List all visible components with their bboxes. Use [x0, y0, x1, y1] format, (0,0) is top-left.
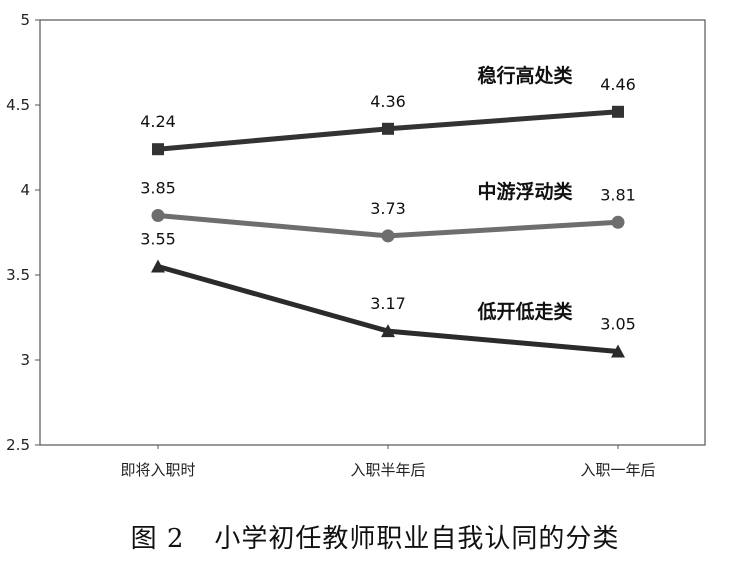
- data-label: 3.17: [370, 294, 406, 313]
- data-point-triangle: [151, 259, 165, 273]
- data-point-square: [152, 143, 164, 156]
- x-tick-label: 入职半年后: [350, 461, 425, 479]
- data-point-circle: [611, 215, 625, 229]
- data-point-square: [382, 122, 394, 135]
- figure-title: 小学初任教师职业自我认同的分类: [214, 524, 620, 554]
- y-tick-label: 4: [20, 181, 30, 199]
- series-name-label: 稳行高处类: [477, 64, 572, 87]
- data-point-triangle: [381, 324, 395, 338]
- data-label: 3.73: [370, 199, 406, 218]
- chart-canvas: 2.5 3 3.5 4 4.5 5 即将入职时 入职半年后 入职一年后 4.24 4.36 4.46 稳…: [6, 11, 706, 479]
- data-label: 4.36: [370, 92, 406, 111]
- data-label: 3.55: [140, 230, 176, 249]
- series-name-label: 中游浮动类: [477, 180, 572, 203]
- data-label: 3.85: [140, 179, 176, 198]
- data-label: 3.05: [600, 315, 636, 334]
- y-tick-label: 3: [20, 351, 30, 369]
- data-point-triangle: [611, 344, 625, 358]
- y-tick-label: 2.5: [6, 436, 30, 454]
- y-tick-label: 5: [20, 11, 30, 29]
- data-point-circle: [381, 229, 395, 243]
- x-tick-label: 即将入职时: [120, 461, 195, 479]
- data-label: 4.46: [600, 75, 636, 94]
- y-tick-label: 4.5: [6, 96, 30, 114]
- x-tick-label: 入职一年后: [580, 461, 655, 479]
- data-label: 3.81: [600, 185, 636, 204]
- y-tick-label: 3.5: [6, 266, 30, 284]
- data-label: 4.24: [140, 112, 176, 131]
- series-name-label: 低开低走类: [476, 300, 572, 323]
- plot-frame: [39, 19, 706, 446]
- data-point-circle: [151, 209, 165, 222]
- figure-caption: 图 2 小学初任教师职业自我认同的分类: [0, 518, 750, 555]
- data-point-square: [612, 105, 624, 118]
- figure-number: 图 2: [130, 524, 185, 554]
